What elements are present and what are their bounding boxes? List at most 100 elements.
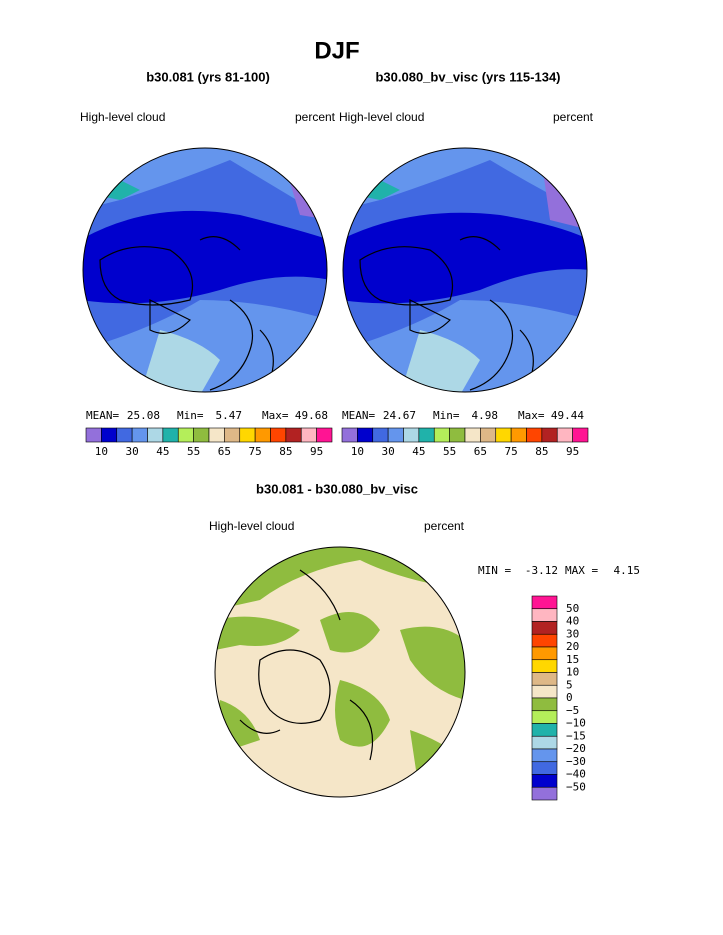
colorbar-box: [495, 427, 512, 443]
colorbar-box: [556, 427, 573, 443]
colorbar-label: 10: [351, 445, 364, 458]
colorbar-box: [101, 427, 118, 443]
colorbar-box: [531, 786, 558, 801]
colorbar-box: [531, 633, 558, 648]
colorbar-label: 75: [249, 445, 262, 458]
colorbar-box: [224, 427, 241, 443]
stat-value: 4.15: [614, 564, 641, 577]
colorbar-label: 30: [382, 445, 395, 458]
left-label: High-level cloud: [339, 110, 424, 124]
colorbar-box: [387, 427, 404, 443]
colorbar-label: −30: [566, 755, 586, 768]
colorbar-label: 40: [566, 615, 579, 628]
colorbar-box: [449, 427, 466, 443]
colorbar-box: [270, 427, 287, 443]
left-label: High-level cloud: [80, 110, 165, 124]
colorbar-box: [403, 427, 420, 443]
colorbar-label: −50: [566, 780, 586, 793]
colorbar-box: [418, 427, 435, 443]
colorbar-box: [372, 427, 389, 443]
colorbar-box: [85, 427, 102, 443]
colorbar-label: 5: [566, 678, 573, 691]
colorbar-label: 10: [566, 666, 579, 679]
colorbar-box: [531, 723, 558, 737]
map-border: [214, 546, 466, 798]
colorbar-box: [541, 427, 558, 443]
right-label: percent: [295, 110, 336, 124]
map: [83, 148, 327, 392]
map: [215, 547, 465, 797]
colorbar-label: 10: [95, 445, 108, 458]
stat-label: MIN =: [478, 564, 511, 577]
colorbar-box: [131, 427, 148, 443]
title: DJF: [314, 37, 359, 64]
stat-value: 4.98: [472, 409, 499, 422]
colorbar-label: −20: [566, 742, 586, 755]
panel-title: b30.080_bv_visc (yrs 115-134): [375, 69, 560, 84]
colorbar-box: [572, 427, 589, 443]
stat-label: Max=: [518, 409, 545, 422]
panel-title: b30.081 (yrs 81-100): [146, 69, 270, 84]
colorbar-box: [531, 684, 558, 699]
colorbar-box: [531, 672, 558, 686]
stat-label: Max=: [262, 409, 289, 422]
colorbar-box: [531, 774, 558, 788]
colorbar-label: 50: [566, 602, 579, 615]
colorbar-box: [316, 427, 333, 443]
colorbar-box: [285, 427, 302, 443]
colorbar-box: [531, 608, 558, 622]
colorbar-box: [531, 748, 558, 763]
colorbar-label: 15: [566, 653, 579, 666]
colorbar-box: [177, 427, 194, 443]
stat-value: 25.08: [127, 409, 160, 422]
colorbar-box: [531, 735, 558, 750]
colorbar-box: [510, 427, 527, 443]
colorbar-box: [193, 427, 210, 443]
colorbar-label: 20: [566, 640, 579, 653]
colorbar-label: −15: [566, 729, 586, 742]
colorbar-box: [357, 427, 374, 443]
colorbar-label: 30: [566, 627, 579, 640]
colorbar-box: [116, 427, 133, 443]
diff-title: b30.081 - b30.080_bv_visc: [256, 481, 418, 496]
colorbar-label: 85: [279, 445, 292, 458]
map-border: [82, 147, 328, 393]
stat-label: MEAN=: [86, 409, 119, 422]
colorbar-label: 65: [474, 445, 487, 458]
colorbar-box: [526, 427, 543, 443]
colorbar-label: −5: [566, 704, 579, 717]
colorbar-box: [531, 761, 558, 775]
colorbar-box: [531, 595, 558, 610]
colorbar-box: [433, 427, 450, 443]
colorbar-box: [147, 427, 164, 443]
colorbar-label: 65: [218, 445, 231, 458]
colorbar-box: [531, 659, 558, 673]
colorbar-label: 85: [535, 445, 548, 458]
stat-label: MAX =: [565, 564, 598, 577]
stat-label: Min=: [433, 409, 460, 422]
colorbar-label: 75: [505, 445, 518, 458]
colorbar-label: 55: [443, 445, 456, 458]
colorbar-label: 0: [566, 691, 573, 704]
colorbar-box: [162, 427, 179, 443]
colorbar-box: [480, 427, 497, 443]
colorbar-box: [531, 621, 558, 635]
colorbar-box: [464, 427, 481, 443]
colorbar-label: 95: [566, 445, 579, 458]
stat-value: 5.47: [216, 409, 243, 422]
colorbar-box: [531, 710, 558, 724]
colorbar-box: [208, 427, 225, 443]
colorbar-box: [239, 427, 256, 443]
colorbar-label: 55: [187, 445, 200, 458]
stat-value: 24.67: [383, 409, 416, 422]
colorbar-box: [531, 646, 558, 661]
colorbar-label: 30: [126, 445, 139, 458]
stat-label: MEAN=: [342, 409, 375, 422]
colorbar-label: −40: [566, 768, 586, 781]
stat-label: Min=: [177, 409, 204, 422]
colorbar-box: [341, 427, 358, 443]
stat-value: 49.44: [551, 409, 584, 422]
right-label: percent: [553, 110, 594, 124]
colorbar-label: 95: [310, 445, 323, 458]
